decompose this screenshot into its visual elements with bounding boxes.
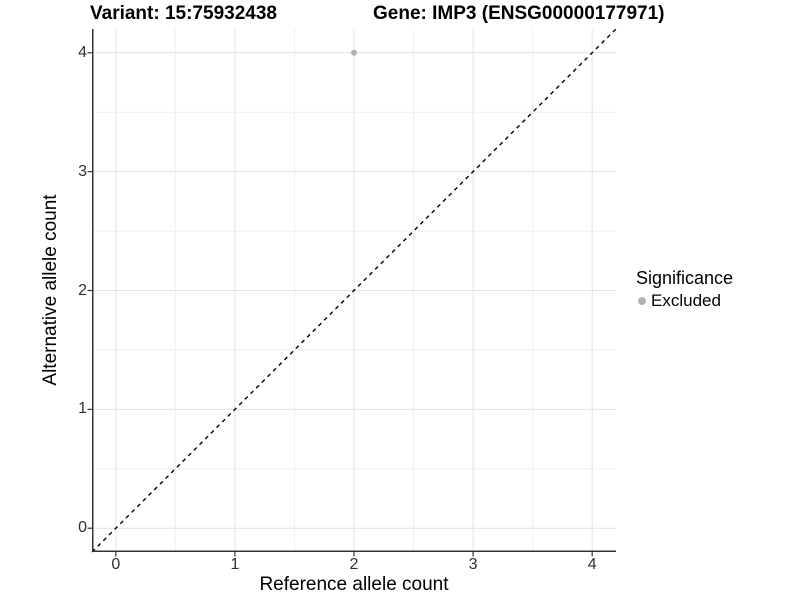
x-tick-label: 4 xyxy=(587,556,597,573)
legend-entry-excluded: Excluded xyxy=(636,291,733,310)
y-tick-label: 2 xyxy=(78,281,87,299)
excluded-point-icon xyxy=(638,296,646,305)
legend: Significance Excluded xyxy=(636,268,733,310)
y-tick-label: 4 xyxy=(78,43,87,61)
plot-title-variant: Variant: 15:75932438 xyxy=(90,3,277,24)
legend-title: Significance xyxy=(636,268,734,288)
x-axis-title: Reference allele count xyxy=(259,574,449,595)
y-tick-label: 3 xyxy=(78,162,87,180)
plot-panel xyxy=(87,28,617,557)
x-tick-label: 1 xyxy=(230,556,240,573)
y-tick-label: 0 xyxy=(78,519,87,537)
x-tick-label: 2 xyxy=(349,556,359,573)
legend-entry-label: Excluded xyxy=(651,291,721,310)
x-tick-label: 3 xyxy=(468,556,478,573)
data-point xyxy=(351,49,357,56)
identity-reference-line xyxy=(91,28,617,553)
y-tick-label: 1 xyxy=(78,400,87,418)
x-tick-label: 0 xyxy=(111,556,121,573)
plot-title-gene: Gene: IMP3 (ENSG00000177971) xyxy=(373,3,665,24)
